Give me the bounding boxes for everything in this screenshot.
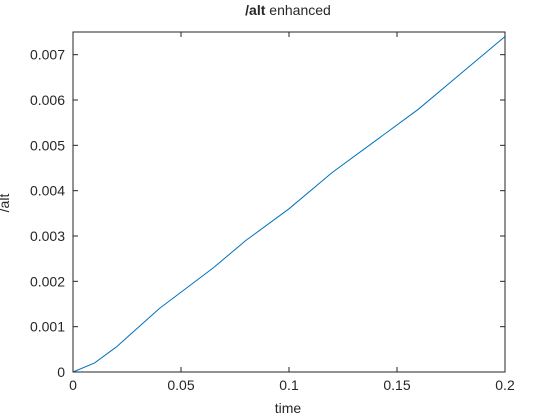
x-tick-label: 0.2	[495, 377, 515, 393]
x-tick-label: 0.05	[167, 377, 194, 393]
y-tick-label: 0.004	[30, 183, 65, 199]
y-tick-label: 0	[57, 364, 65, 380]
y-axis-label: /alt	[0, 194, 12, 213]
x-tick-label: 0	[69, 377, 77, 393]
x-tick-label: 0.15	[383, 377, 410, 393]
x-axis-label: time	[275, 400, 302, 416]
chart-title-text: /alt enhanced	[245, 2, 331, 18]
axes-box	[72, 31, 506, 373]
series-line-0	[72, 36, 506, 373]
x-axis-ticks: 0 0.05 0.1 0.15 0.2	[69, 32, 515, 393]
chart-title-rest: enhanced	[265, 2, 330, 18]
y-tick-label: 0.003	[30, 228, 65, 244]
x-tick-label: 0.1	[279, 377, 299, 393]
plot-area	[72, 31, 506, 373]
chart-title-bold: /alt	[245, 2, 266, 18]
y-tick-label: 0.007	[30, 47, 65, 63]
y-tick-label: 0.005	[30, 137, 65, 153]
y-tick-label: 0.001	[30, 319, 65, 335]
chart-title: /alt enhanced	[245, 2, 331, 18]
y-axis-ticks: 0 0.001 0.002 0.003 0.004 0.005 0.006 0.007	[30, 47, 505, 380]
y-tick-label: 0.006	[30, 92, 65, 108]
y-tick-label: 0.002	[30, 273, 65, 289]
